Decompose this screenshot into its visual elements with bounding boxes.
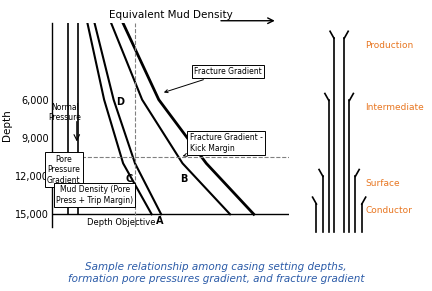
Y-axis label: Depth: Depth: [3, 109, 13, 141]
Text: Production: Production: [365, 41, 413, 49]
Text: Fracture Gradient -
Kick Margin: Fracture Gradient - Kick Margin: [184, 133, 263, 156]
Title: Equivalent Mud Density: Equivalent Mud Density: [109, 10, 232, 20]
Text: D: D: [116, 97, 124, 107]
Text: Pore
Pressure
Gradient: Pore Pressure Gradient: [47, 155, 80, 184]
Text: Intermediate: Intermediate: [365, 103, 424, 112]
Text: C: C: [125, 174, 133, 184]
Text: Mud Density (Pore
Press + Trip Margin): Mud Density (Pore Press + Trip Margin): [56, 185, 133, 205]
Text: B: B: [180, 174, 187, 184]
Text: Sample relationship among casing setting depths,
formation pore pressures gradie: Sample relationship among casing setting…: [68, 262, 364, 283]
Text: Surface: Surface: [365, 179, 400, 188]
Text: Depth Objective: Depth Objective: [87, 218, 156, 227]
Text: Normal
Pressure: Normal Pressure: [48, 103, 81, 122]
Text: A: A: [156, 216, 164, 226]
Text: Conductor: Conductor: [365, 207, 412, 215]
Text: Fracture Gradient: Fracture Gradient: [165, 67, 262, 93]
